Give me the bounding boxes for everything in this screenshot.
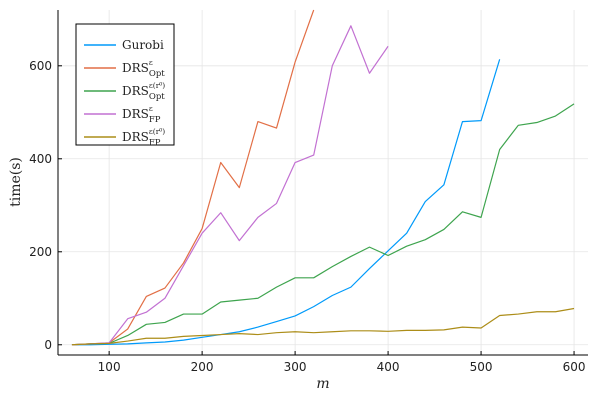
legend-label-0: Gurobi [122,38,164,52]
legend-box [75,23,175,146]
x-tick-label-5: 600 [563,360,586,374]
x-tick-label-1: 200 [191,360,214,374]
y-tick-label-1: 200 [29,245,52,259]
series-line-2 [71,103,575,346]
legend-label-4: DRSε(r⁰) FP [122,127,165,148]
legend-label-3: DRSε FP [122,104,161,125]
ticks: 100 200 300 400 500 600 0 200 400 600 [29,59,585,374]
x-axis-label: m [316,376,329,392]
y-tick-label-2: 400 [29,152,52,166]
legend-label-1: DRSε Opt [122,58,165,79]
grid [58,10,588,355]
y-tick-label-3: 600 [29,59,52,73]
y-tick-label-0: 0 [44,338,52,352]
series-line-4 [71,307,575,346]
x-tick-label-0: 100 [98,360,121,374]
series-lines [71,9,575,346]
axes [57,10,588,356]
series-line-1 [71,9,315,346]
x-tick-label-4: 500 [470,360,493,374]
legend-label-2: DRSε(r⁰) Opt [122,81,165,102]
y-axis-label: time(s) [8,157,24,207]
series-line-3 [71,25,389,346]
x-tick-label-3: 400 [377,360,400,374]
x-tick-label-2: 300 [284,360,307,374]
series-line-0 [71,59,501,346]
